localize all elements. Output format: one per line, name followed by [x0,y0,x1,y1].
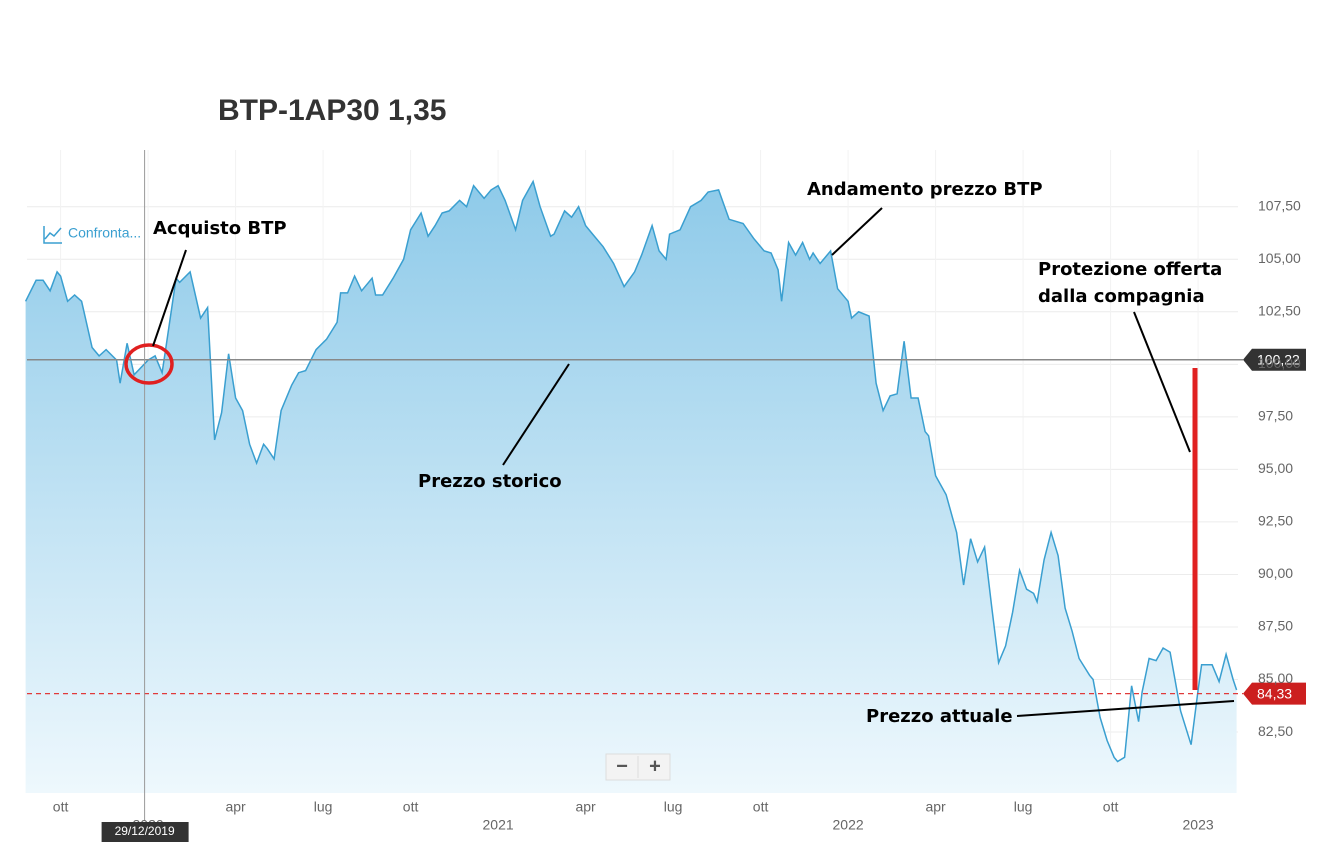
reference-lines: 100,22 84,33 [27,150,1306,821]
annotation: dalla compagnia [1038,286,1205,307]
y-tick-label: 107,50 [1258,197,1301,213]
x-tick-label: lug [1014,799,1033,815]
x-tick-label: ott [53,799,69,815]
x-tick-label: 2023 [1183,817,1214,833]
y-tick-label: 97,50 [1258,408,1293,424]
x-tick-label: ott [753,799,769,815]
history-arrow [502,363,570,466]
x-tick-label: 2021 [483,817,514,833]
compare-button[interactable]: Confronta... [43,225,141,244]
reference-label: 100,22 [1257,351,1300,367]
x-tick-label: ott [403,799,419,815]
y-tick-label: 85,00 [1258,670,1293,686]
y-tick-label: 87,50 [1258,618,1293,634]
reference-label: 84,33 [1257,685,1292,701]
purchase-arrow [152,249,187,347]
y-tick-label: 92,50 [1258,513,1293,529]
line [24,179,1238,763]
y-tick-label: 82,50 [1258,723,1293,739]
x-tick-label: apr [925,799,946,815]
compare-label[interactable]: Confronta... [68,225,141,241]
crosshair-badge [101,822,189,842]
axes: 82,50 85,00 87,50 90,00 92,50 95,00 97,50 100,0… [53,197,1301,842]
zoom-in[interactable]: + [649,755,661,777]
x-tick-label: ott [1103,799,1119,815]
zoom-controls: − + [605,753,671,781]
area [25,181,1237,793]
y-tick-label: 95,00 [1258,460,1293,476]
compare-icon [43,226,62,244]
crosshair-label: 29/12/2019 [115,824,175,838]
purchase-circle [124,343,174,385]
series [24,179,1238,793]
y-tick-label: 90,00 [1258,565,1293,581]
protection-arrow [1133,311,1191,453]
y-tick-label: 102,50 [1258,303,1301,319]
x-tick-label: apr [225,799,246,815]
trend-arrow [831,207,883,256]
annotation: Protezione offerta [1038,259,1222,280]
zoom-out[interactable]: − [616,755,628,777]
x-tick-label: apr [575,799,596,815]
reference-badge [1243,682,1306,705]
y-tick-label: 100,00 [1258,355,1301,371]
x-tick-label: lug [664,799,683,815]
current-arrow [1016,700,1235,717]
chart-title: BTP-1AP30 1,35 [218,94,446,127]
x-tick-label: 2022 [833,817,864,833]
annotation: Prezzo attuale [866,706,1013,727]
annotation: Andamento prezzo BTP [807,179,1043,200]
reference-badge [1243,348,1306,371]
y-tick-label: 105,00 [1258,250,1301,266]
annotation: Prezzo storico [418,471,562,492]
annotation: Acquisto BTP [153,218,287,239]
x-tick-label: lug [314,799,333,815]
